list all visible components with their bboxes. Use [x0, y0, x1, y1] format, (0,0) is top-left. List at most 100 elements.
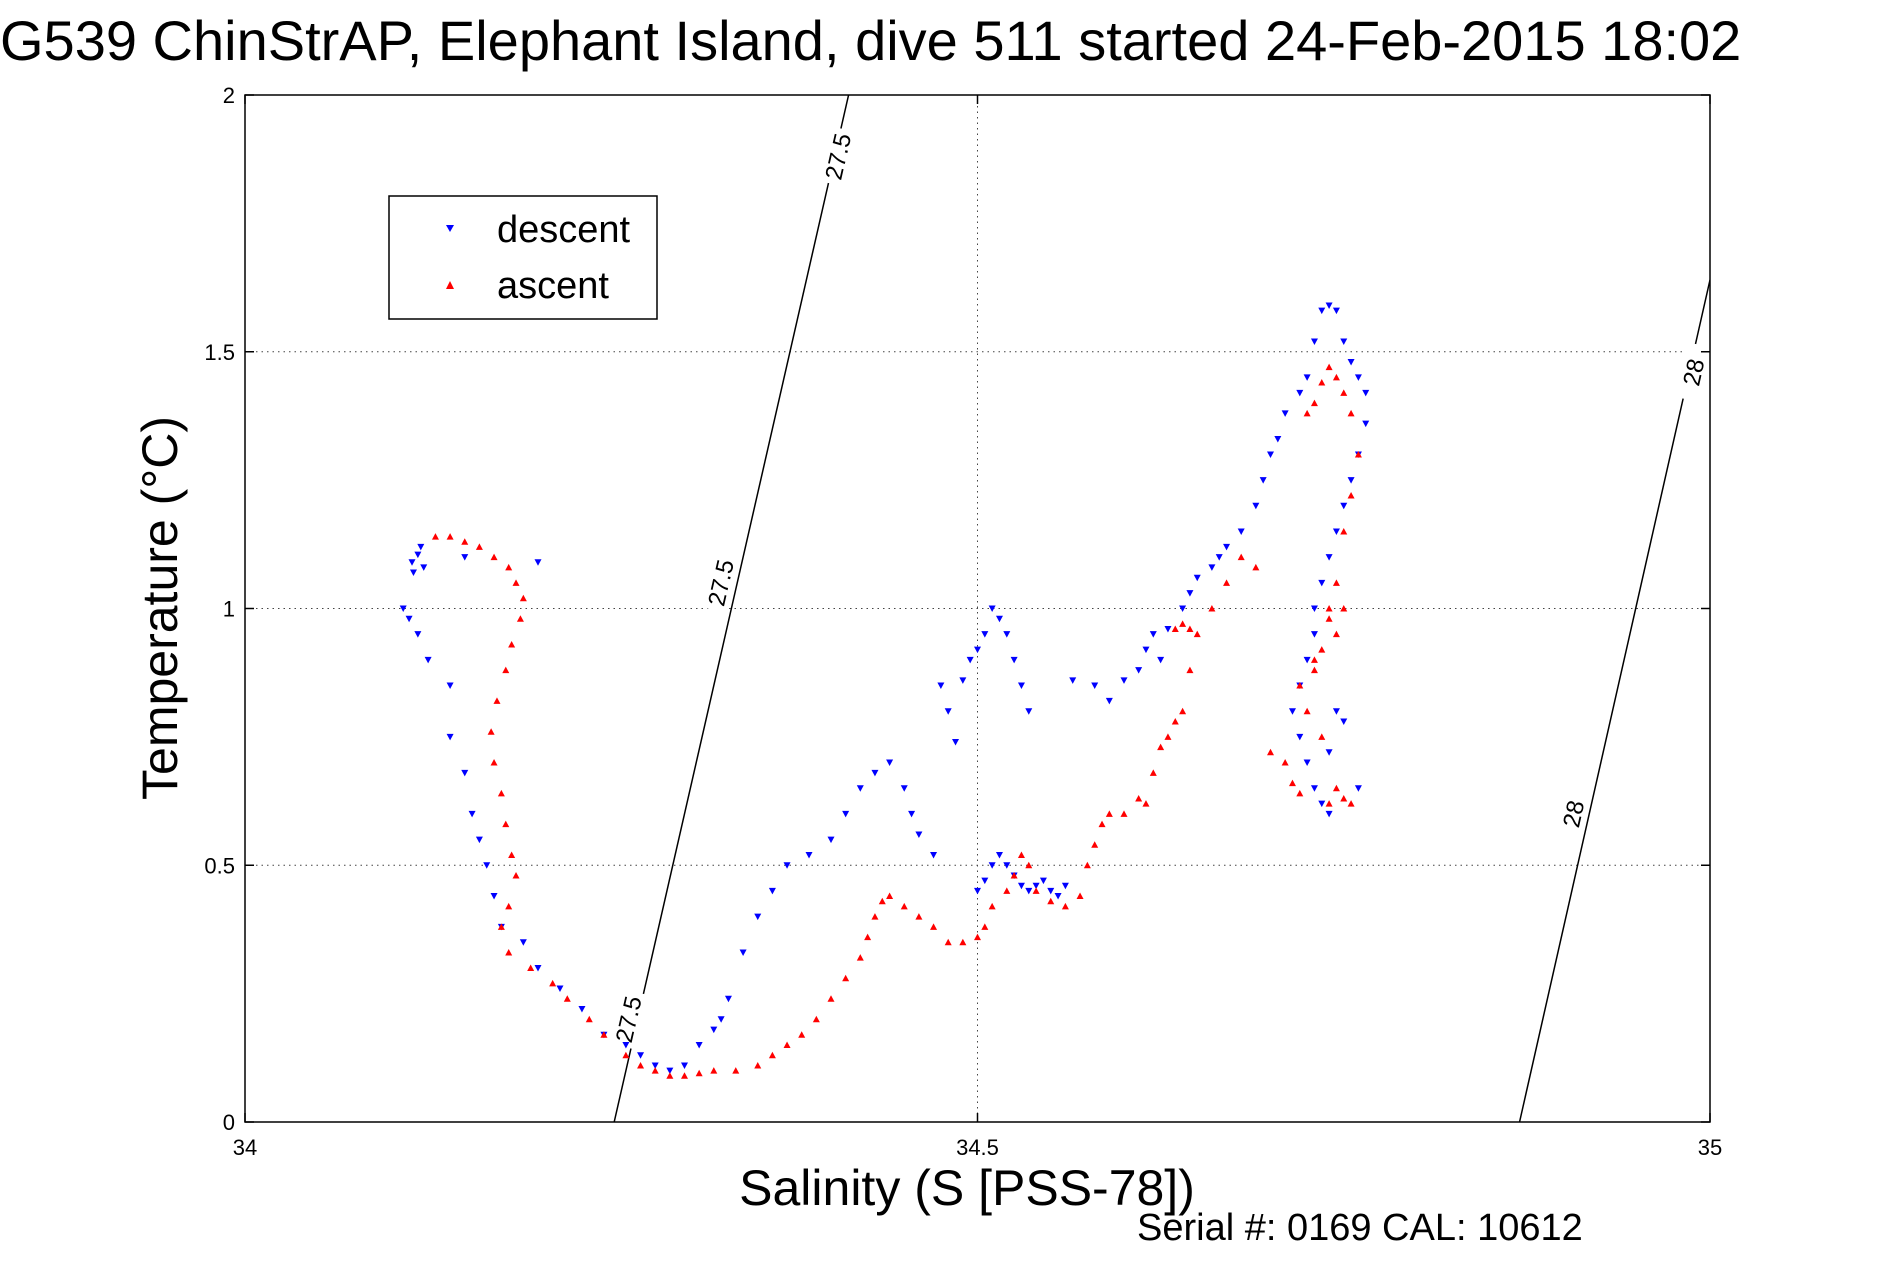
- ascent-point: [1083, 861, 1091, 869]
- descent-point: [1193, 574, 1201, 582]
- ascent-point: [1091, 841, 1099, 848]
- ascent-point: [490, 759, 498, 766]
- ascent-point: [1310, 666, 1318, 674]
- descent-point: [409, 569, 417, 577]
- y-tick-label: 1: [223, 597, 235, 622]
- ascent-point: [754, 1062, 762, 1069]
- contour-label: 28: [1678, 356, 1710, 388]
- y-tick-label: 0.5: [204, 853, 235, 878]
- ascent-point: [1193, 630, 1201, 638]
- ascent-point: [1325, 615, 1333, 622]
- descent-point: [1208, 564, 1216, 571]
- descent-point: [1347, 359, 1355, 366]
- ascent-point: [512, 872, 520, 879]
- descent-point: [1054, 893, 1062, 900]
- ascent-point: [1208, 605, 1216, 612]
- descent-point: [414, 631, 422, 638]
- descent-point: [1281, 410, 1289, 417]
- ascent-point: [1347, 409, 1355, 417]
- ascent-point: [1325, 800, 1333, 807]
- ascent-point: [475, 543, 483, 550]
- descent-point: [1303, 656, 1311, 664]
- descent-point: [1186, 590, 1194, 597]
- legend-descent-marker: [446, 225, 454, 232]
- descent-point: [1340, 718, 1348, 725]
- ascent-point: [710, 1067, 718, 1074]
- ascent-series: [431, 363, 1362, 1079]
- legend-descent-label: descent: [497, 209, 631, 251]
- ascent-point: [622, 1051, 630, 1059]
- ascent-point: [666, 1072, 674, 1079]
- descent-point: [556, 985, 564, 992]
- chart-title: G539 ChinStrAP, Elephant Island, dive 51…: [0, 9, 1741, 72]
- ascent-point: [886, 892, 894, 900]
- ascent-point: [549, 979, 557, 987]
- descent-point: [1215, 554, 1223, 561]
- ascent-point: [585, 1015, 593, 1023]
- ascent-point: [930, 923, 938, 930]
- descent-point: [1120, 677, 1128, 684]
- descent-point: [405, 615, 413, 623]
- ascent-point: [505, 563, 513, 571]
- ascent-point: [1340, 605, 1348, 612]
- ascent-point: [988, 902, 996, 910]
- ascent-point: [1186, 666, 1194, 674]
- ascent-point: [1047, 897, 1055, 905]
- ascent-point: [1288, 779, 1296, 787]
- legend-box: [388, 195, 658, 320]
- ascent-point: [1340, 389, 1348, 396]
- ascent-point: [1354, 450, 1362, 458]
- descent-point: [446, 682, 454, 690]
- ascent-point: [1296, 682, 1304, 689]
- ascent-point: [1318, 646, 1326, 653]
- ascent-point: [1267, 748, 1274, 756]
- descent-point: [417, 543, 425, 551]
- ascent-point: [856, 954, 864, 961]
- ascent-point: [783, 1041, 791, 1048]
- ascent-point: [431, 533, 439, 540]
- descent-point: [1105, 697, 1113, 705]
- y-tick-label: 0: [223, 1110, 235, 1135]
- descent-point: [1325, 302, 1333, 310]
- ascent-point: [798, 1031, 806, 1038]
- descent-point: [827, 836, 835, 844]
- descent-point: [1179, 605, 1187, 612]
- descent-point: [1288, 708, 1296, 715]
- descent-point: [959, 677, 967, 684]
- x-tick-label: 34: [233, 1135, 257, 1160]
- descent-point: [937, 682, 945, 690]
- descent-point: [681, 1062, 688, 1070]
- descent-point: [420, 564, 428, 571]
- ascent-point: [1186, 625, 1194, 633]
- ascent-point: [842, 974, 850, 982]
- ascent-point: [695, 1069, 703, 1077]
- ascent-point: [1237, 553, 1245, 561]
- descent-point: [1237, 528, 1245, 535]
- descent-point: [1303, 374, 1311, 381]
- descent-point: [1332, 307, 1340, 315]
- descent-point: [1310, 605, 1318, 612]
- ascent-point: [1347, 800, 1355, 807]
- y-tick-label: 1.5: [204, 340, 235, 365]
- descent-point: [1025, 887, 1033, 895]
- ascent-point: [651, 1067, 659, 1074]
- ascent-point: [519, 594, 527, 602]
- descent-point: [1318, 579, 1326, 587]
- descent-point: [468, 810, 476, 818]
- descent-point: [1340, 502, 1348, 510]
- descent-point: [710, 1026, 718, 1034]
- descent-point: [1362, 420, 1370, 428]
- x-tick-label: 34.5: [956, 1135, 999, 1160]
- ascent-point: [1105, 810, 1113, 817]
- ascent-point: [1120, 810, 1128, 817]
- ascent-point: [1303, 707, 1311, 715]
- ascent-point: [1318, 379, 1326, 386]
- descent-point: [1325, 554, 1333, 561]
- ascent-point: [1347, 492, 1355, 499]
- legend-ascent-marker: [446, 281, 454, 289]
- descent-point: [952, 739, 960, 746]
- descent-point: [519, 939, 527, 946]
- contour-label: 28: [1558, 798, 1590, 830]
